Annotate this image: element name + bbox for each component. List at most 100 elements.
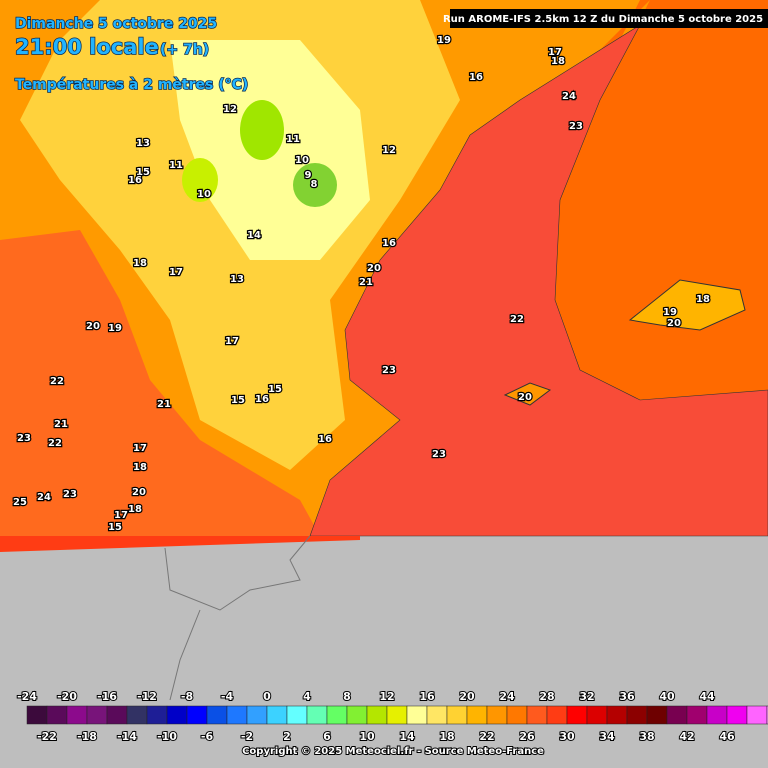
- colorbar-box: [646, 705, 668, 725]
- temperature-label: 10: [197, 189, 211, 200]
- colorbar-box: [46, 705, 68, 725]
- run-box: [450, 9, 768, 28]
- temperature-label: 13: [230, 274, 244, 285]
- cold-patch: [293, 163, 337, 207]
- colorbar-label: 10: [359, 730, 375, 743]
- colorbar-label: 32: [579, 690, 594, 703]
- temperature-label: 18: [133, 462, 147, 473]
- temperature-label: 20: [518, 392, 532, 403]
- colorbar-label: -4: [221, 690, 234, 703]
- temperature-label: 15: [268, 384, 282, 395]
- time: 21:00 locale: [15, 35, 159, 59]
- temperature-label: 12: [382, 145, 396, 156]
- colorbar-label: 20: [459, 690, 475, 703]
- temperature-label: 23: [432, 449, 446, 460]
- colorbar-box: [706, 705, 728, 725]
- colorbar-box: [446, 705, 468, 725]
- cold-patch: [182, 158, 218, 202]
- colorbar-box: [286, 705, 308, 725]
- colorbar-label: 18: [439, 730, 454, 743]
- colorbar-label: 0: [263, 690, 271, 703]
- temperature-label: 11: [286, 134, 300, 145]
- colorbar-label: -12: [137, 690, 157, 703]
- colorbar-label: 40: [659, 690, 675, 703]
- colorbar-label: 16: [419, 690, 435, 703]
- temperature-label: 23: [569, 121, 583, 132]
- temperature-label: 13: [136, 138, 150, 149]
- colorbar-label: 26: [519, 730, 535, 743]
- colorbar-box: [566, 705, 588, 725]
- temperature-label: 21: [359, 277, 373, 288]
- warm-land: [0, 230, 320, 536]
- temperature-label: 16: [382, 238, 396, 249]
- colorbar-box: [246, 705, 268, 725]
- temperature-label: 19: [663, 307, 677, 318]
- colorbar-box: [206, 705, 228, 725]
- colorbar-label: 2: [283, 730, 291, 743]
- colorbar-box: [546, 705, 568, 725]
- temperature-label: 15: [231, 395, 245, 406]
- colorbar-label: -8: [181, 690, 193, 703]
- colorbar-label: -20: [57, 690, 77, 703]
- colorbar-box: [306, 705, 328, 725]
- temperature-label: 18: [696, 294, 710, 305]
- date: Dimanche 5 octobre 2025: [15, 16, 217, 32]
- colorbar-box: [726, 705, 748, 725]
- temperature-label: 20: [667, 318, 681, 329]
- colorbar-label: -22: [37, 730, 57, 743]
- colorbar-label: -24: [17, 690, 37, 703]
- colorbar-box: [486, 705, 508, 725]
- temperature-label: 19: [437, 35, 451, 46]
- colorbar-box: [26, 705, 48, 725]
- temperature-label: 9: [305, 170, 312, 181]
- colorbar-label: 14: [399, 730, 415, 743]
- temperature-label: 24: [37, 492, 51, 503]
- colorbar-box: [226, 705, 248, 725]
- temperature-label: 18: [551, 56, 565, 67]
- colorbar-box: [406, 705, 428, 725]
- temperature-label: 17: [114, 510, 128, 521]
- temperature-label: 20: [86, 321, 100, 332]
- colorbar-label: 4: [303, 690, 311, 703]
- border: [169, 609, 201, 701]
- colorbar-label: 12: [379, 690, 394, 703]
- colorbar-box: [186, 705, 208, 725]
- temperature-label: 17: [169, 267, 183, 278]
- temperature-label: 10: [295, 155, 309, 166]
- colorbar-label: -6: [201, 730, 214, 743]
- colorbar-box: [626, 705, 648, 725]
- temperature-label: 16: [318, 434, 332, 445]
- temperature-label: 22: [50, 376, 64, 387]
- colorbar-label: 30: [559, 730, 575, 743]
- colorbar-box: [266, 705, 288, 725]
- colorbar-box: [366, 705, 388, 725]
- temperature-label: 16: [255, 394, 269, 405]
- temperature-label: 15: [136, 167, 150, 178]
- colorbar-box: [66, 705, 88, 725]
- temperature-label: 21: [157, 399, 171, 410]
- temperature-label: 25: [13, 497, 27, 508]
- temperature-label: 24: [562, 91, 576, 102]
- temperature-label: 23: [17, 433, 31, 444]
- temperature-label: 22: [48, 438, 62, 449]
- colorbar-box: [586, 705, 608, 725]
- colorbar-label: -18: [77, 730, 97, 743]
- temperature-label: 15: [108, 522, 122, 533]
- colorbar-box: [146, 705, 168, 725]
- parameter: Températures à 2 mètres (°C): [15, 77, 248, 93]
- colorbar-label: 8: [343, 690, 351, 703]
- colorbar-label: -10: [157, 730, 177, 743]
- colorbar-label: -2: [241, 730, 253, 743]
- cold-patch: [240, 100, 284, 160]
- colorbar-box: [526, 705, 548, 725]
- temperature-label: 11: [169, 160, 183, 171]
- temperature-label: 23: [382, 365, 396, 376]
- colorbar-label: 34: [599, 730, 615, 743]
- colorbar-box: [666, 705, 688, 725]
- colorbar-label: 38: [639, 730, 654, 743]
- temperature-label: 14: [247, 230, 261, 241]
- run-info: Run AROME-IFS 2.5km 12 Z du Dimanche 5 o…: [443, 14, 763, 25]
- temperature-label: 19: [108, 323, 122, 334]
- island: [628, 279, 746, 331]
